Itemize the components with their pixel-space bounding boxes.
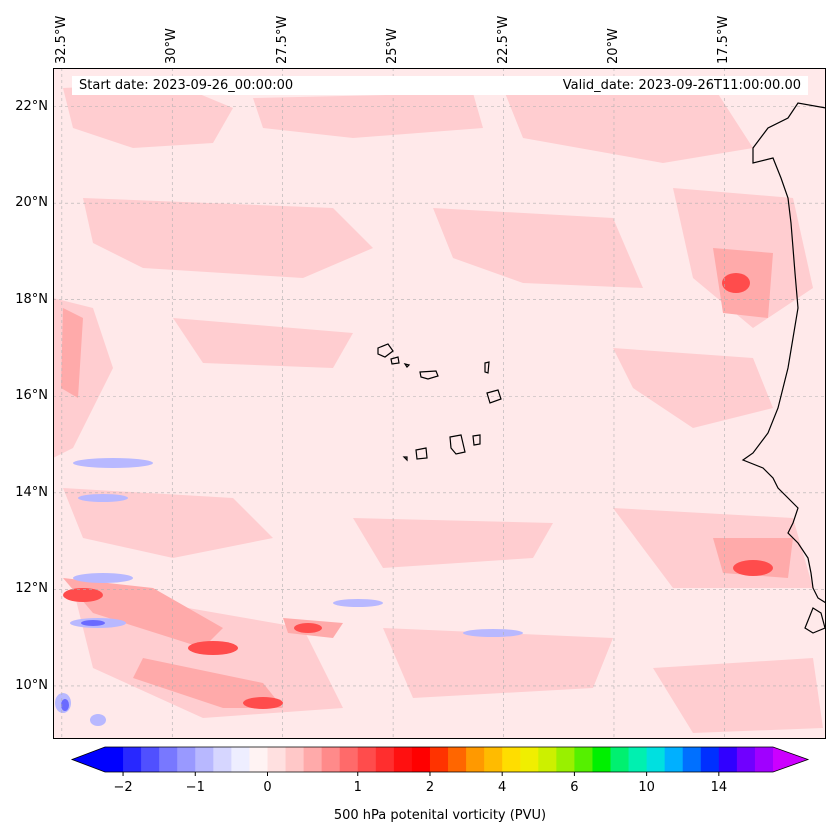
latitude-label: 22°N bbox=[15, 98, 48, 114]
colorbar-tick-label: 14 bbox=[711, 780, 728, 795]
longitude-label: 32.5°W bbox=[53, 15, 69, 64]
colorbar-segment bbox=[682, 747, 702, 772]
latitude-label: 12°N bbox=[15, 581, 48, 597]
colorbar-tick-label: 6 bbox=[570, 780, 578, 795]
cape-verde-islands bbox=[377, 343, 502, 462]
colorbar-segment bbox=[538, 747, 557, 772]
colorbar-segment bbox=[105, 747, 124, 772]
colorbar-segment bbox=[718, 747, 738, 772]
colorbar-segment bbox=[610, 747, 630, 772]
colorbar-segment bbox=[249, 747, 268, 772]
colorbar-segment bbox=[574, 747, 593, 772]
pv-contours-deep-negative bbox=[61, 620, 105, 711]
colorbar-tick-label: 0 bbox=[263, 780, 271, 795]
colorbar: −2 −1 0 1 2 4 6 10 14 bbox=[70, 746, 810, 795]
colorbar-under-extension bbox=[72, 747, 105, 772]
colorbar-segment bbox=[285, 747, 305, 772]
colorbar-segment bbox=[466, 747, 485, 772]
longitude-label: 25°W bbox=[385, 28, 401, 64]
colorbar-segment bbox=[357, 747, 377, 772]
colorbar-segment bbox=[159, 747, 178, 772]
valid-date-label: Valid_date: 2023-09-26T11:00:00.00 bbox=[562, 78, 801, 93]
pv-contours-strong bbox=[61, 248, 793, 708]
colorbar-segment bbox=[231, 747, 250, 772]
colorbar-segment bbox=[520, 747, 539, 772]
colorbar-tick-label: 10 bbox=[638, 780, 655, 795]
colorbar-segment bbox=[267, 747, 287, 772]
latitude-label: 10°N bbox=[15, 677, 48, 693]
pv-contours-peak bbox=[63, 273, 773, 709]
colorbar-ticks: −2 −1 0 1 2 4 6 10 14 bbox=[113, 772, 727, 795]
colorbar-segment bbox=[664, 747, 684, 772]
colorbar-segment bbox=[646, 747, 666, 772]
gridlines bbox=[53, 68, 826, 739]
colorbar-tick-label: −1 bbox=[186, 780, 205, 795]
colorbar-segment bbox=[411, 747, 431, 772]
colorbar-segment bbox=[592, 747, 612, 772]
longitude-label: 30°W bbox=[164, 28, 180, 64]
colorbar-segment bbox=[393, 747, 413, 772]
latitude-label: 14°N bbox=[15, 484, 48, 500]
colorbar-segment bbox=[141, 747, 160, 772]
colorbar-segment bbox=[321, 747, 341, 772]
colorbar-tick-label: −2 bbox=[113, 780, 132, 795]
colorbar-segment bbox=[736, 747, 756, 772]
colorbar-segment bbox=[628, 747, 648, 772]
colorbar-title: 500 hPa potenital vorticity (PVU) bbox=[333, 808, 547, 823]
longitude-label: 22.5°W bbox=[495, 15, 511, 64]
colorbar-over-extension bbox=[773, 747, 808, 772]
pv-field-plot bbox=[53, 68, 826, 739]
longitude-label: 27.5°W bbox=[274, 15, 290, 64]
colorbar-tick-label: 4 bbox=[498, 780, 506, 795]
map-frame bbox=[53, 68, 826, 739]
colorbar-segment bbox=[195, 747, 214, 772]
latitude-label: 18°N bbox=[15, 291, 48, 307]
colorbar-segment bbox=[375, 747, 395, 772]
pv-map bbox=[53, 68, 826, 739]
colorbar-segment bbox=[556, 747, 575, 772]
colorbar-segment bbox=[123, 747, 142, 772]
colorbar-segment bbox=[339, 747, 359, 772]
colorbar-segment bbox=[484, 747, 503, 772]
longitude-label: 20°W bbox=[605, 28, 621, 64]
colorbar-tick-label: 1 bbox=[354, 780, 362, 795]
colorbar-segment bbox=[429, 747, 449, 772]
start-date-label: Start date: 2023-09-26_00:00:00 bbox=[79, 78, 294, 93]
colorbar-tick-label: 2 bbox=[426, 780, 434, 795]
colorbar-segment bbox=[754, 747, 774, 772]
colorbar-outline bbox=[70, 746, 810, 773]
colorbar-segment bbox=[448, 747, 467, 772]
coastline bbox=[741, 102, 826, 634]
colorbar-segments bbox=[70, 746, 810, 773]
date-info-bar: Start date: 2023-09-26_00:00:00 Valid_da… bbox=[72, 76, 808, 95]
colorbar-segment bbox=[700, 747, 720, 772]
latitude-label: 16°N bbox=[15, 388, 48, 404]
colorbar-segment bbox=[502, 747, 521, 772]
longitude-label: 17.5°W bbox=[716, 15, 732, 64]
colorbar-segment bbox=[177, 747, 196, 772]
colorbar-segment bbox=[213, 747, 232, 772]
latitude-label: 20°N bbox=[15, 195, 48, 211]
colorbar-segment bbox=[303, 747, 323, 772]
